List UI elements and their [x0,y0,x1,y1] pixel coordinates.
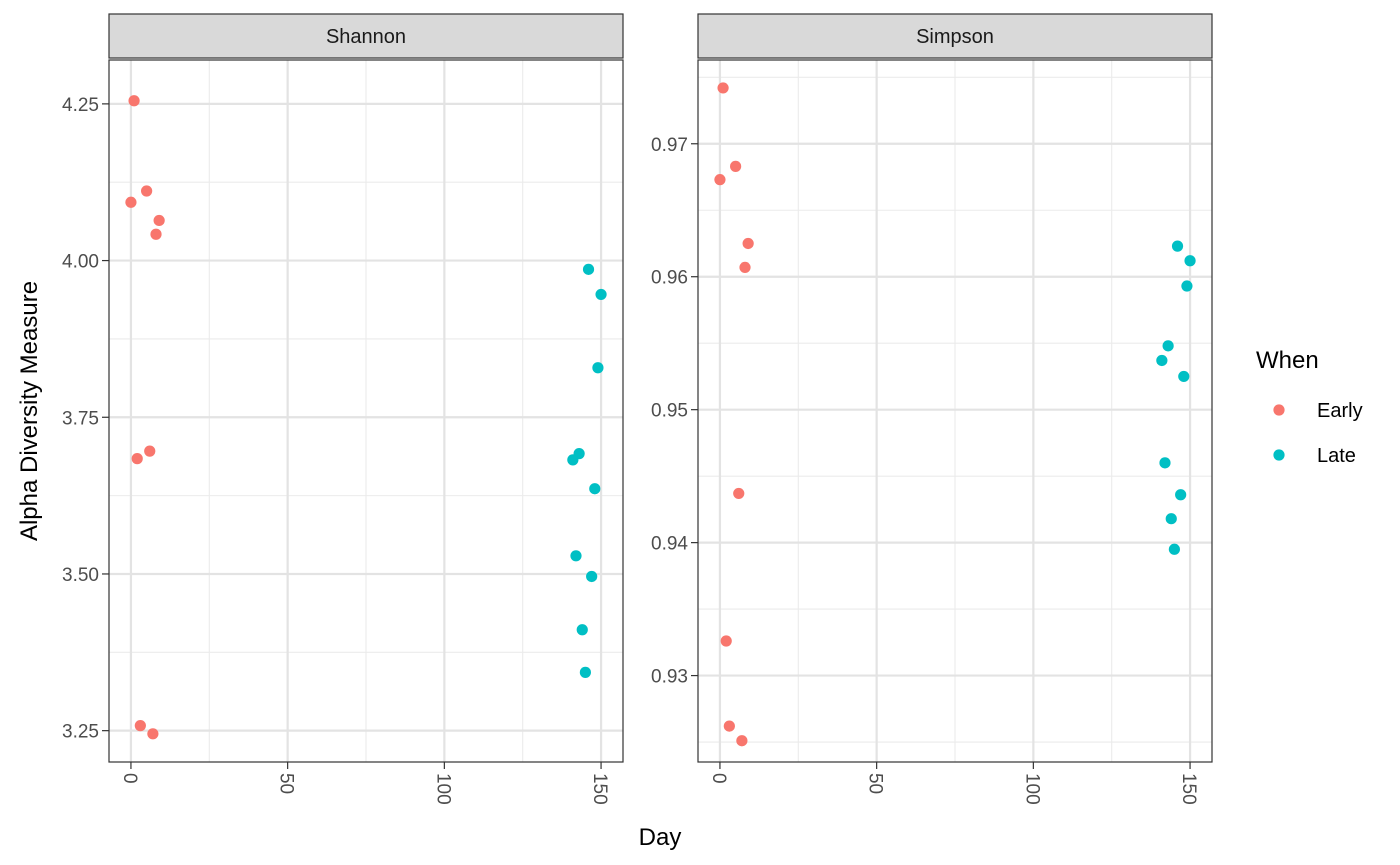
legend: When Early Late [1256,347,1363,467]
y-tick-label: 0.93 [651,667,688,688]
x-axis-title: Day [639,824,682,851]
x-tick-label: 50 [276,773,297,794]
y-tick-label: 4.00 [62,252,99,273]
data-point-late [1162,340,1174,352]
panel-border [108,59,624,763]
data-point-early [153,214,165,227]
legend-label: Late [1317,445,1356,467]
data-point-late [582,263,595,275]
data-point-late [1168,543,1180,555]
data-point-early [714,174,726,186]
x-tick-label: 150 [1178,773,1199,805]
facet-strip [108,13,624,59]
data-point-early [739,261,751,274]
y-tick-label: 3.50 [62,565,99,586]
data-point-late [579,666,591,678]
facet-strip [697,13,1213,59]
data-point-early [144,445,156,457]
data-point-late [1178,370,1190,383]
data-point-early [742,237,754,250]
x-tick-label: 150 [589,773,610,805]
legend-key-early [1273,404,1285,416]
data-point-early [131,453,143,465]
data-point-late [1159,457,1171,469]
x-tick-label: 0 [708,773,729,784]
data-point-late [1184,255,1196,267]
y-tick-label: 3.75 [62,408,99,429]
data-point-early [717,82,729,94]
y-tick-label: 0.97 [651,135,688,156]
y-tick-label: 0.96 [651,268,688,289]
data-point-late [1171,240,1184,252]
y-axis-title: Alpha Diversity Measure [16,281,43,541]
facet-strip-label: Simpson [916,26,994,48]
data-point-early [150,228,162,240]
data-point-late [1181,280,1193,292]
x-tick-label: 0 [119,773,140,784]
data-point-early [134,720,146,732]
data-point-late [589,483,601,495]
legend-title: When [1256,347,1319,374]
panel-shannon: Shannon 3.25 3.50 3.75 4.00 4.25 0 50 100 150 [62,13,624,805]
data-point-early [733,487,745,500]
data-point-early [730,160,742,172]
data-point-early [128,95,140,107]
data-point-late [567,454,579,466]
x-tick-label: 100 [1021,773,1042,805]
panel-border [697,59,1213,763]
data-point-early [736,735,748,747]
data-point-early [147,728,159,740]
x-tick-label: 100 [432,773,453,805]
y-tick-label: 3.25 [62,722,99,743]
y-tick-label: 0.94 [651,534,688,555]
data-point-late [592,362,604,374]
data-point-early [720,635,732,647]
data-point-early [141,185,153,197]
legend-key-late [1273,449,1285,461]
data-point-late [595,288,607,301]
panel-simpson: Simpson 0.93 0.94 0.95 0.96 0.97 0 50 100 150 [651,13,1213,805]
data-point-late [1175,489,1187,501]
x-tick-label: 50 [865,773,886,794]
data-point-late [1156,354,1168,367]
legend-label: Early [1317,400,1363,422]
y-tick-label: 0.95 [651,401,688,422]
data-point-late [576,624,588,636]
facet-strip-label: Shannon [326,26,406,48]
data-point-late [1165,513,1177,525]
data-point-late [586,570,598,583]
data-point-early [125,196,137,208]
data-point-early [723,720,735,732]
y-tick-label: 4.25 [62,95,99,116]
data-point-late [570,550,582,562]
